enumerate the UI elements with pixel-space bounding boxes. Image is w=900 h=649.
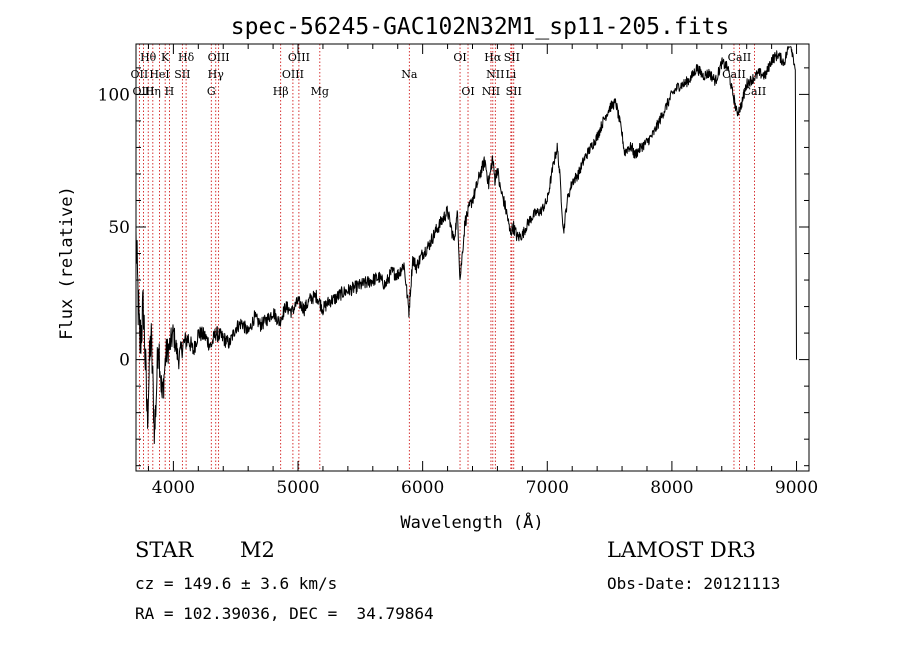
spectral-line-label: NII: [482, 85, 500, 98]
spectral-line-label: Li: [505, 68, 516, 81]
spectral-line-label: HeI: [149, 68, 169, 81]
spectral-line-label: CaII: [728, 51, 752, 64]
redshift-text: cz = 149.6 ± 3.6 km/s: [135, 574, 338, 593]
spectral-line-label: K: [161, 51, 170, 64]
spectral-line-label: OI: [461, 85, 474, 98]
y-axis-label: Flux (relative): [57, 186, 77, 340]
spectral-line-labels: OIIHθOIIIHηHeIKHSIIHδGHγOIIIHβOIIIOIIIMg…: [131, 51, 767, 98]
chart-title: spec-56245-GAC102N32M1_sp11-205.fits: [231, 14, 730, 40]
y-tick-label: 50: [108, 218, 130, 238]
object-type: STAR: [135, 538, 194, 562]
spectral-line-label: NII: [486, 68, 504, 81]
obs-date: Obs-Date: 20121113: [607, 574, 781, 593]
spectral-line-label: OIII: [282, 68, 304, 81]
spectral-line-label: SII: [504, 51, 520, 64]
spectral-line-label: Hθ: [140, 51, 157, 64]
spectral-line-label: Hη: [145, 85, 161, 98]
spectral-line-label: Hγ: [208, 68, 225, 81]
x-axis-label: Wavelength (Å): [400, 511, 543, 533]
spectral-line-label: OIII: [208, 51, 230, 64]
spectral-line-label: CaII: [743, 85, 767, 98]
survey-name: LAMOST DR3: [607, 538, 756, 562]
y-tick-label: 100: [98, 85, 130, 105]
spectral-line-label: OIII: [288, 51, 310, 64]
axis-tick-labels: 4000 5000 6000 7000 8000 9000 0 50 100: [98, 85, 819, 498]
spectral-line-markers: [138, 44, 755, 471]
spectral-line-label: Hβ: [273, 85, 289, 98]
plot-frame: [135, 43, 810, 472]
x-tick-label: 8000: [650, 478, 693, 498]
coordinates-text: RA = 102.39036, DEC = 34.79864: [135, 604, 434, 623]
axis-ticks: [136, 44, 809, 471]
spectral-line-label: Hα: [484, 51, 502, 64]
spectral-line-label: Na: [401, 68, 418, 81]
x-tick-label: 5000: [276, 478, 319, 498]
series-group: [135, 46, 797, 444]
spectral-line-label: SII: [174, 68, 190, 81]
y-tick-label: 0: [119, 351, 130, 371]
x-tick-label: 9000: [775, 478, 818, 498]
spectral-line-label: Mg: [311, 85, 329, 98]
x-tick-label: 7000: [526, 478, 569, 498]
spectral-line-label: OI: [453, 51, 466, 64]
spectral-line-label: OII: [131, 68, 149, 81]
x-tick-label: 6000: [401, 478, 444, 498]
spectral-line-label: H: [165, 85, 175, 98]
series-flux-line: [135, 46, 797, 444]
spectral-line-label: CaII: [722, 68, 746, 81]
spectral-line-label: Hδ: [178, 51, 195, 64]
spectral-line-label: SII: [506, 85, 522, 98]
object-subclass: M2: [240, 538, 275, 562]
x-tick-label: 4000: [152, 478, 195, 498]
spectral-line-label: G: [207, 85, 216, 98]
